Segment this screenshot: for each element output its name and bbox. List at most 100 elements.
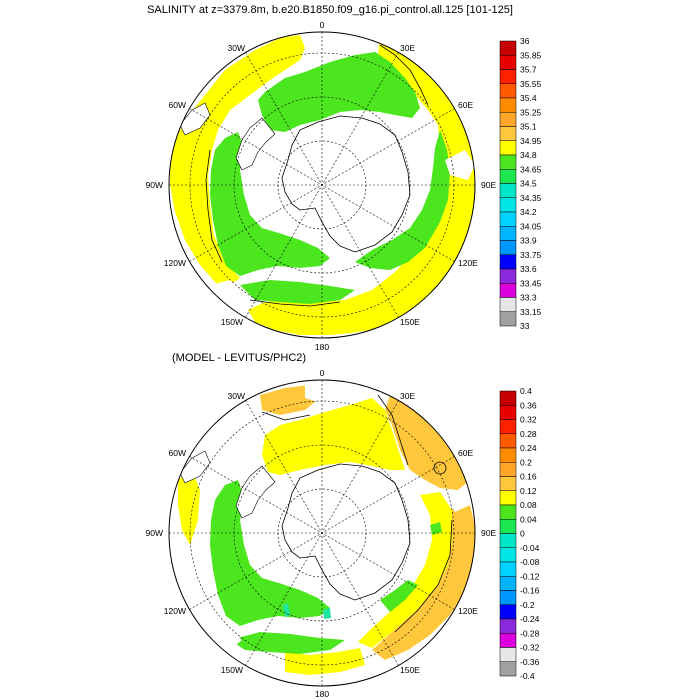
bottom-colorbar-swatch-0	[499, 390, 517, 406]
top-colorbar-label-14: 33.9	[520, 236, 537, 246]
bottom-colorbar-swatch-4	[499, 447, 517, 463]
lon-label-150e: 150E	[400, 665, 420, 675]
bottom-colorbar-label-3: 0.28	[520, 429, 537, 439]
lon-label-90e: 90E	[481, 180, 496, 190]
bottom-colorbar-label-4: 0.24	[520, 443, 537, 453]
bottom-colorbar-swatch-9	[499, 519, 517, 534]
bottom-colorbar-label-10: 0	[520, 529, 525, 539]
top-colorbar-label-5: 35.25	[520, 107, 542, 117]
bottom-map	[168, 379, 476, 687]
bottom-colorbar: 0.4 0.36 0.32 0.28 0.24 0.2 0.16 0.12 0.08 0.04 0 -…	[499, 386, 540, 681]
bottom-colorbar-label-17: -0.28	[520, 628, 540, 638]
bottom-panel-title: (MODEL - LEVITUS/PHC2)	[172, 352, 306, 364]
lon-label-180: 180	[315, 689, 329, 699]
top-lon-labels: 0 30E 60E 90E 120E 150E 180 150W 120W 90…	[146, 20, 497, 352]
bottom-lon-labels: 0 30E 60E 90E 120E 150E 180 150W 120W 90…	[146, 368, 497, 699]
bottom-colorbar-swatch-8	[499, 504, 517, 520]
bottom-cyan-spots	[283, 603, 331, 619]
top-colorbar-swatch-11	[499, 197, 517, 213]
top-antarctica	[281, 115, 411, 253]
top-colorbar-label-2: 35.7	[520, 65, 537, 75]
top-colorbar-swatch-1	[499, 55, 517, 70]
bottom-colorbar-swatch-15	[499, 604, 517, 620]
bottom-graticule	[169, 380, 475, 686]
bottom-map-border	[168, 379, 476, 687]
lon-label-60w: 60W	[169, 448, 186, 458]
top-colorbar-label-18: 33.3	[520, 293, 537, 303]
bottom-colorbar-label-6: 0.16	[520, 472, 537, 482]
lon-label-30e: 30E	[400, 391, 415, 401]
bottom-yellow-field	[178, 398, 452, 675]
top-colorbar-swatch-14	[499, 240, 517, 255]
bottom-colorbar-label-12: -0.08	[520, 557, 540, 567]
lon-label-30w: 30W	[228, 43, 245, 53]
top-colorbar-swatch-16	[499, 268, 517, 284]
bottom-masked-gaps	[208, 380, 470, 650]
bottom-colorbar-label-1: 0.36	[520, 400, 537, 410]
top-colorbar-swatch-7	[499, 140, 517, 156]
bottom-colorbar-swatch-19	[499, 661, 517, 677]
bottom-colorbar-label-9: 0.04	[520, 514, 537, 524]
top-colorbar-swatch-19	[499, 311, 517, 327]
bottom-colorbar-swatch-17	[499, 633, 517, 648]
bottom-colorbar-swatch-11	[499, 547, 517, 563]
top-colorbar-label-9: 34.65	[520, 164, 542, 174]
bottom-colorbar-swatch-2	[499, 419, 517, 434]
bottom-colorbar-label-16: -0.24	[520, 614, 540, 624]
top-colorbar-swatch-10	[499, 183, 517, 198]
bottom-peninsula	[235, 465, 276, 519]
top-colorbar-label-0: 36	[520, 36, 530, 46]
top-colorbar-swatch-8	[499, 154, 517, 170]
top-colorbar-swatch-6	[499, 126, 517, 141]
bottom-colorbar-label-18: -0.32	[520, 643, 540, 653]
top-colorbar-label-20: 33	[520, 321, 530, 331]
bottom-colorbar-label-20: -0.4	[520, 671, 535, 681]
bottom-colorbar-label-5: 0.2	[520, 457, 532, 467]
top-colorbar-swatch-5	[499, 112, 517, 127]
top-colorbar-swatch-0	[499, 40, 517, 56]
bottom-colorbar-swatch-16	[499, 618, 517, 634]
bottom-colorbar-label-2: 0.32	[520, 415, 537, 425]
lon-label-30w: 30W	[228, 391, 245, 401]
bottom-colorbar-label-13: -0.12	[520, 571, 540, 581]
bottom-colorbar-swatch-13	[499, 576, 517, 591]
bottom-colorbar-swatch-3	[499, 433, 517, 449]
top-colorbar-label-10: 34.5	[520, 179, 537, 189]
lon-label-0: 0	[320, 20, 325, 30]
lon-label-150e: 150E	[400, 317, 420, 327]
lon-label-0: 0	[320, 368, 325, 378]
bottom-colorbar-swatch-10	[499, 533, 517, 548]
top-colorbar-label-8: 34.8	[520, 150, 537, 160]
bottom-colorbar-label-14: -0.16	[520, 586, 540, 596]
top-yellow-field	[170, 35, 475, 335]
lon-label-60w: 60W	[169, 100, 186, 110]
lon-label-150w: 150W	[221, 665, 243, 675]
top-colorbar-swatch-9	[499, 169, 517, 184]
top-map-border	[168, 31, 476, 339]
top-colorbar-swatch-13	[499, 226, 517, 241]
bottom-colorbar-label-0: 0.4	[520, 386, 532, 396]
top-panel-title: SALINITY at z=3379.8m, b.e20.B1850.f09_g…	[147, 4, 513, 16]
top-colorbar-label-19: 33.15	[520, 307, 542, 317]
top-colorbar-swatch-3	[499, 83, 517, 99]
top-colorbar-swatch-15	[499, 254, 517, 270]
bottom-colorbar-swatch-7	[499, 490, 517, 506]
top-colorbar-label-13: 34.05	[520, 221, 542, 231]
bottom-antarctica	[281, 463, 411, 601]
lon-label-90e: 90E	[481, 528, 496, 538]
bottom-colorbar-swatch-18	[499, 647, 517, 662]
bottom-colorbar-label-15: -0.2	[520, 600, 535, 610]
lon-label-30e: 30E	[400, 43, 415, 53]
bottom-colorbar-label-11: -0.04	[520, 543, 540, 553]
bottom-green-field	[210, 480, 442, 654]
bottom-colorbar-swatch-5	[499, 462, 517, 477]
top-colorbar-label-3: 35.55	[520, 79, 542, 89]
top-graticule	[169, 32, 475, 338]
lon-label-150w: 150W	[221, 317, 243, 327]
top-colorbar-label-1: 35.85	[520, 50, 542, 60]
bottom-colorbar-swatch-14	[499, 590, 517, 605]
top-colorbar-swatch-4	[499, 97, 517, 113]
top-peninsula	[235, 117, 276, 171]
lon-label-60e: 60E	[458, 100, 473, 110]
